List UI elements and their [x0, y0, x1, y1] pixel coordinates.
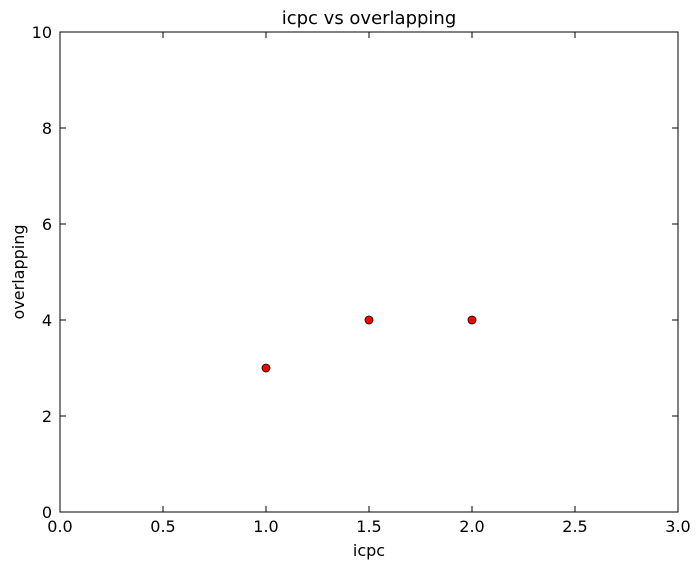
y-tick-label: 10: [32, 23, 52, 42]
data-points: [261, 315, 477, 373]
plot-area: [59, 31, 679, 513]
y-tick-label: 6: [42, 215, 52, 234]
x-tick-label: 1.5: [356, 517, 381, 536]
y-axis-label: overlapping: [9, 225, 28, 320]
x-tick-label: 1.0: [253, 517, 278, 536]
data-point: [364, 315, 374, 325]
x-axis-label: icpc: [353, 541, 385, 560]
x-tick-label: 0.0: [47, 517, 72, 536]
x-tick-label: 0.5: [150, 517, 175, 536]
y-tick-label: 8: [42, 119, 52, 138]
y-tick-label: 2: [42, 407, 52, 426]
data-point: [261, 363, 271, 373]
x-tick-label: 2.0: [459, 517, 484, 536]
y-tick-label: 0: [42, 503, 52, 522]
x-tick-label: 2.5: [562, 517, 587, 536]
y-axis: 0 2 4 6 8 10: [32, 23, 678, 522]
y-tick-label: 4: [42, 311, 52, 330]
chart-title: icpc vs overlapping: [282, 8, 457, 29]
x-axis: 0.0 0.5 1.0 1.5 2.0 2.5 3.0: [47, 32, 691, 536]
x-tick-label: 3.0: [665, 517, 690, 536]
data-point: [467, 315, 477, 325]
